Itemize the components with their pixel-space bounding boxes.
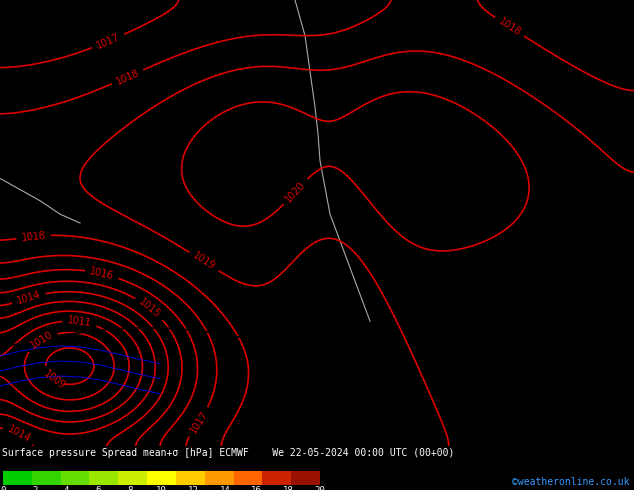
Bar — [147, 471, 176, 485]
Text: 1015: 1015 — [137, 297, 162, 320]
Text: 20: 20 — [314, 486, 325, 490]
Text: 1019: 1019 — [191, 251, 217, 272]
Bar — [262, 471, 291, 485]
Text: 1018: 1018 — [21, 230, 46, 243]
Text: 1017: 1017 — [95, 32, 122, 50]
Bar — [119, 471, 147, 485]
Text: 4: 4 — [63, 486, 69, 490]
Text: 1018: 1018 — [114, 67, 141, 86]
Text: 12: 12 — [188, 486, 198, 490]
Text: 1009: 1009 — [41, 368, 67, 392]
Text: 16: 16 — [251, 486, 262, 490]
Text: 6: 6 — [95, 486, 101, 490]
Bar — [291, 471, 320, 485]
Text: 18: 18 — [283, 486, 294, 490]
Text: 14: 14 — [219, 486, 230, 490]
Bar — [3, 471, 32, 485]
Text: 8: 8 — [127, 486, 133, 490]
Bar — [61, 471, 89, 485]
Bar — [89, 471, 119, 485]
Text: 1018: 1018 — [496, 16, 523, 38]
Text: 1016: 1016 — [89, 266, 115, 281]
Bar — [176, 471, 205, 485]
Text: 2: 2 — [32, 486, 37, 490]
Text: 1011: 1011 — [67, 315, 93, 328]
Text: 0: 0 — [0, 486, 6, 490]
Text: 1014: 1014 — [15, 290, 42, 306]
Text: 1010: 1010 — [29, 329, 55, 351]
Text: ©weatheronline.co.uk: ©weatheronline.co.uk — [512, 477, 630, 487]
Text: 1017: 1017 — [188, 409, 210, 435]
Text: Surface pressure Spread mean+σ [hPa] ECMWF    We 22-05-2024 00:00 UTC (00+00): Surface pressure Spread mean+σ [hPa] ECM… — [2, 448, 455, 458]
Bar — [32, 471, 61, 485]
Text: 1014: 1014 — [6, 424, 32, 444]
Text: 10: 10 — [156, 486, 167, 490]
Text: 1020: 1020 — [283, 179, 307, 204]
Bar — [233, 471, 262, 485]
Bar — [205, 471, 233, 485]
